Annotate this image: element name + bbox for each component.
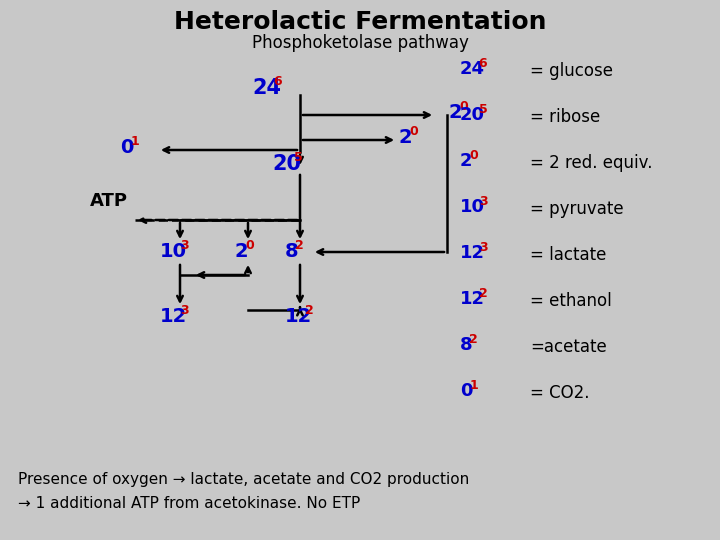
Text: 3: 3 bbox=[479, 241, 487, 254]
Text: Presence of oxygen → lactate, acetate and CO2 production: Presence of oxygen → lactate, acetate an… bbox=[18, 472, 469, 487]
Text: 12: 12 bbox=[460, 244, 485, 262]
Text: 2: 2 bbox=[305, 304, 314, 317]
Text: 5: 5 bbox=[294, 151, 302, 164]
Text: 24: 24 bbox=[460, 60, 485, 78]
Text: 12: 12 bbox=[160, 307, 187, 326]
Text: 6: 6 bbox=[479, 57, 487, 70]
Text: = lactate: = lactate bbox=[530, 246, 606, 264]
Text: 1: 1 bbox=[469, 379, 478, 392]
Text: 2: 2 bbox=[399, 128, 413, 147]
Text: 0: 0 bbox=[460, 382, 472, 400]
Text: 1: 1 bbox=[130, 135, 139, 148]
Text: 2: 2 bbox=[479, 287, 487, 300]
Text: = ethanol: = ethanol bbox=[530, 292, 612, 310]
Text: 2: 2 bbox=[469, 333, 478, 346]
Text: 10: 10 bbox=[160, 242, 187, 261]
Text: 2: 2 bbox=[235, 242, 248, 261]
Text: 2: 2 bbox=[449, 103, 463, 122]
Text: 12: 12 bbox=[460, 290, 485, 308]
Text: = CO2.: = CO2. bbox=[530, 384, 590, 402]
Text: 20: 20 bbox=[460, 106, 485, 124]
Text: 3: 3 bbox=[479, 195, 487, 208]
Text: = 2 red. equiv.: = 2 red. equiv. bbox=[530, 154, 652, 172]
Text: 8: 8 bbox=[285, 242, 299, 261]
Text: = pyruvate: = pyruvate bbox=[530, 200, 624, 218]
Text: 0: 0 bbox=[459, 100, 468, 113]
Text: 24: 24 bbox=[252, 78, 281, 98]
Text: 6: 6 bbox=[274, 75, 282, 88]
Text: 2: 2 bbox=[460, 152, 472, 170]
Text: = glucose: = glucose bbox=[530, 62, 613, 80]
Text: 10: 10 bbox=[460, 198, 485, 216]
Text: =acetate: =acetate bbox=[530, 338, 607, 356]
Text: 3: 3 bbox=[180, 239, 189, 252]
Text: 12: 12 bbox=[285, 307, 312, 326]
Text: 2: 2 bbox=[295, 239, 304, 252]
Text: Heterolactic Fermentation: Heterolactic Fermentation bbox=[174, 10, 546, 34]
Text: 0: 0 bbox=[469, 149, 478, 162]
Text: = ribose: = ribose bbox=[530, 108, 600, 126]
Text: → 1 additional ATP from acetokinase. No ETP: → 1 additional ATP from acetokinase. No … bbox=[18, 496, 360, 511]
Text: 8: 8 bbox=[460, 336, 472, 354]
Text: 3: 3 bbox=[180, 304, 189, 317]
Text: 0: 0 bbox=[120, 138, 133, 157]
Text: 0: 0 bbox=[409, 125, 418, 138]
Text: Phosphoketolase pathway: Phosphoketolase pathway bbox=[251, 34, 469, 52]
Text: 5: 5 bbox=[479, 103, 487, 116]
Text: 0: 0 bbox=[245, 239, 254, 252]
Text: 20: 20 bbox=[272, 154, 301, 174]
Text: ATP: ATP bbox=[90, 192, 128, 210]
